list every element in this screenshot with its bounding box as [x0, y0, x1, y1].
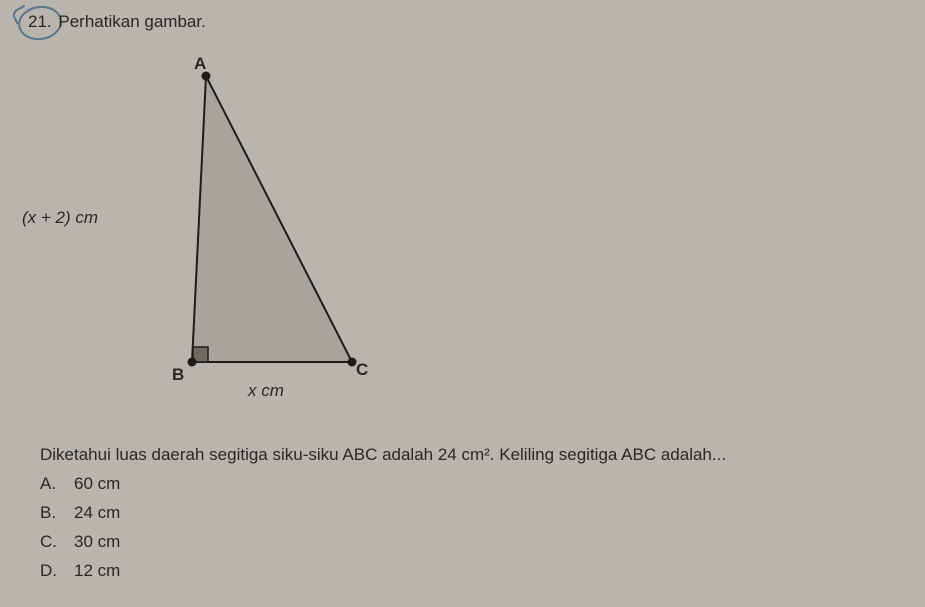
- option-letter: C.: [40, 528, 74, 557]
- question-body: Diketahui luas daerah segitiga siku-siku…: [40, 442, 726, 468]
- side-ab-text: (x + 2) cm: [22, 208, 98, 227]
- vertex-label-b: B: [172, 365, 184, 385]
- option-value: 60 cm: [74, 470, 120, 499]
- side-bc-text: x cm: [248, 381, 284, 400]
- option-a: A. 60 cm: [40, 470, 120, 499]
- vertex-b-dot: [188, 358, 197, 367]
- option-letter: D.: [40, 557, 74, 586]
- page: 21. Perhatikan gambar. A B C (x + 2) cm …: [0, 0, 925, 607]
- option-letter: B.: [40, 499, 74, 528]
- option-value: 24 cm: [74, 499, 120, 528]
- triangle-shape: [192, 76, 352, 362]
- option-b: B. 24 cm: [40, 499, 120, 528]
- question-prompt: Perhatikan gambar.: [58, 12, 205, 31]
- side-label-ab: (x + 2) cm: [22, 208, 98, 228]
- vertex-label-a: A: [194, 54, 206, 74]
- option-letter: A.: [40, 470, 74, 499]
- option-c: C. 30 cm: [40, 528, 120, 557]
- options-list: A. 60 cm B. 24 cm C. 30 cm D. 12 cm: [40, 470, 120, 586]
- vertex-label-c: C: [356, 360, 368, 380]
- option-value: 30 cm: [74, 528, 120, 557]
- side-label-bc: x cm: [248, 381, 284, 401]
- question-number: 21.: [28, 12, 52, 31]
- question-header: 21. Perhatikan gambar.: [28, 12, 206, 32]
- option-value: 12 cm: [74, 557, 120, 586]
- triangle-diagram: [120, 55, 520, 395]
- option-d: D. 12 cm: [40, 557, 120, 586]
